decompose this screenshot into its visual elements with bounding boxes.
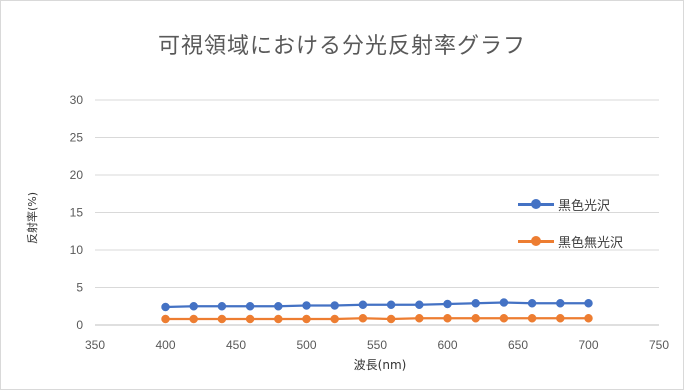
x-tick-labels: 350 400 450 500 550 600 650 700 750 (85, 338, 669, 352)
data-point-series-2 (471, 314, 480, 323)
data-point-series-2 (358, 314, 368, 323)
data-point-series-2 (302, 314, 311, 324)
data-point-series-1 (443, 299, 452, 309)
y-tick-label: 0 (76, 318, 83, 332)
x-tick-label: 550 (367, 338, 387, 352)
legend-swatch-series-1 (518, 198, 554, 210)
x-axis-label: 波長(nm) (353, 358, 407, 372)
data-point-series-2 (161, 314, 170, 324)
y-tick-label: 25 (70, 131, 84, 145)
x-tick-label: 700 (578, 338, 598, 352)
x-tick-label: 450 (226, 338, 246, 352)
x-tick-label: 650 (508, 338, 528, 352)
y-tick-label: 15 (70, 206, 84, 220)
y-axis-label-wrap: 反射率(%) (22, 180, 42, 260)
legend-item-series-1: 黒色光沢 (518, 194, 623, 214)
data-point-series-1 (189, 302, 198, 311)
data-point-series-1 (415, 300, 424, 309)
series-group (161, 298, 593, 324)
data-point-series-1 (274, 302, 283, 311)
data-point-series-2 (274, 314, 283, 324)
y-tick-label: 30 (70, 93, 84, 107)
data-point-series-2 (584, 314, 593, 323)
legend-marker-series-1 (531, 199, 541, 209)
legend-marker-series-2 (531, 236, 541, 246)
data-point-series-1 (358, 300, 368, 309)
x-tick-label: 600 (437, 338, 457, 352)
data-point-series-2 (415, 314, 424, 323)
legend-label-series-2: 黒色無光沢 (558, 235, 624, 251)
y-tick-label: 20 (70, 168, 84, 182)
gridlines (95, 99, 659, 326)
data-point-series-2 (189, 314, 198, 324)
x-tick-label: 750 (649, 338, 669, 352)
data-point-series-1 (471, 299, 480, 308)
data-point-series-1 (499, 298, 509, 307)
y-axis-label: 反射率(%) (26, 191, 39, 245)
series-line-1 (165, 301, 589, 309)
data-point-series-1 (386, 300, 396, 309)
x-tick-label: 350 (85, 338, 105, 352)
data-point-series-1 (584, 299, 593, 308)
data-point-series-2 (556, 314, 565, 323)
chart-title: 可視領域における分光反射率グラフ (157, 34, 526, 59)
data-point-series-2 (245, 314, 255, 324)
data-point-series-2 (217, 314, 227, 324)
legend: 黒色光沢 黒色無光沢 (518, 194, 623, 268)
data-point-series-1 (217, 302, 227, 311)
data-point-series-2 (443, 314, 452, 323)
y-tick-label: 5 (76, 281, 83, 295)
data-point-series-1 (527, 299, 537, 308)
y-tick-label: 10 (70, 243, 84, 257)
data-point-series-1 (330, 301, 339, 310)
data-point-series-1 (161, 302, 170, 312)
legend-swatch-series-2 (518, 235, 554, 247)
data-point-series-2 (386, 314, 396, 324)
x-tick-label: 400 (155, 338, 175, 352)
legend-label-series-1: 黒色光沢 (558, 198, 611, 214)
data-point-series-1 (245, 302, 255, 311)
data-point-series-1 (302, 301, 311, 310)
data-point-series-1 (556, 299, 565, 308)
y-tick-labels: 0 5 10 15 20 25 30 (70, 93, 84, 332)
data-point-series-2 (499, 314, 509, 323)
x-tick-label: 500 (296, 338, 316, 352)
legend-item-series-2: 黒色無光沢 (518, 231, 623, 251)
series-line-2 (165, 317, 589, 321)
data-point-series-2 (527, 314, 537, 323)
data-point-series-2 (330, 314, 339, 324)
